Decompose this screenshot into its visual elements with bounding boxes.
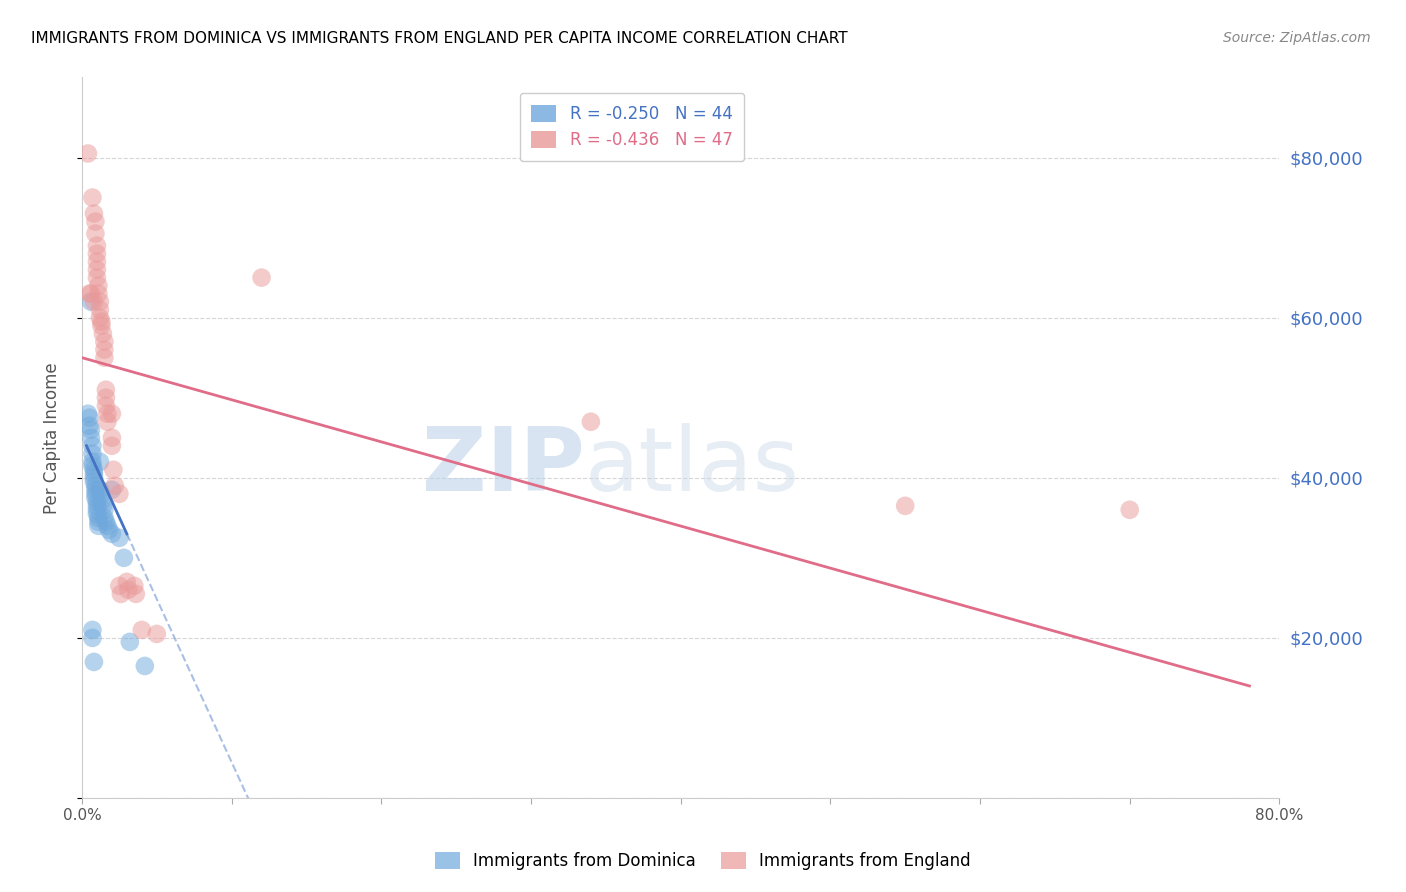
Point: [86, 495, 108, 509]
Point: [101, 407, 124, 421]
Point: [115, 574, 138, 589]
Point: [93, 503, 115, 517]
Point: [146, 627, 169, 641]
Point: [82, 447, 104, 461]
Point: [110, 587, 132, 601]
Point: [108, 487, 131, 501]
Point: [101, 526, 124, 541]
Point: [97, 523, 120, 537]
Point: [93, 334, 115, 349]
Point: [89, 294, 111, 309]
Point: [86, 246, 108, 260]
Point: [101, 431, 124, 445]
Point: [93, 351, 115, 365]
Point: [89, 455, 111, 469]
Point: [84, 214, 107, 228]
Point: [87, 286, 110, 301]
Point: [83, 655, 105, 669]
Point: [82, 458, 104, 473]
Point: [90, 487, 112, 501]
Point: [93, 511, 115, 525]
Legend: R = -0.250   N = 44, R = -0.436   N = 47: R = -0.250 N = 44, R = -0.436 N = 47: [520, 93, 744, 161]
Point: [90, 318, 112, 333]
Point: [108, 579, 131, 593]
Point: [96, 415, 118, 429]
Point: [94, 383, 117, 397]
Point: [125, 587, 148, 601]
Point: [83, 471, 105, 485]
Point: [86, 503, 108, 517]
Text: ZIP: ZIP: [422, 423, 585, 510]
Point: [86, 270, 108, 285]
Point: [83, 475, 105, 489]
Point: [83, 294, 105, 309]
Point: [96, 407, 118, 421]
Point: [84, 483, 107, 497]
Point: [82, 190, 104, 204]
Point: [86, 507, 108, 521]
Point: [82, 623, 104, 637]
Point: [86, 262, 108, 277]
Point: [83, 463, 105, 477]
Point: [86, 499, 108, 513]
Text: atlas: atlas: [585, 423, 800, 510]
Point: [84, 491, 107, 505]
Point: [91, 326, 114, 341]
Point: [91, 499, 114, 513]
Point: [94, 399, 117, 413]
Point: [103, 463, 125, 477]
Point: [124, 579, 146, 593]
Point: [117, 582, 139, 597]
Point: [134, 659, 156, 673]
Point: [84, 227, 107, 241]
Point: [90, 495, 112, 509]
Y-axis label: Per Capita Income: Per Capita Income: [44, 362, 60, 514]
Point: [101, 483, 124, 497]
Point: [894, 499, 917, 513]
Point: [84, 487, 107, 501]
Point: [77, 407, 100, 421]
Point: [112, 550, 135, 565]
Point: [79, 286, 101, 301]
Point: [94, 515, 117, 529]
Point: [80, 286, 103, 301]
Point: [80, 431, 103, 445]
Text: Source: ZipAtlas.com: Source: ZipAtlas.com: [1223, 31, 1371, 45]
Text: IMMIGRANTS FROM DOMINICA VS IMMIGRANTS FROM ENGLAND PER CAPITA INCOME CORRELATIO: IMMIGRANTS FROM DOMINICA VS IMMIGRANTS F…: [31, 31, 848, 46]
Point: [101, 439, 124, 453]
Point: [79, 410, 101, 425]
Point: [89, 302, 111, 317]
Point: [84, 479, 107, 493]
Point: [82, 439, 104, 453]
Point: [89, 310, 111, 325]
Point: [82, 455, 104, 469]
Point: [77, 146, 100, 161]
Point: [108, 531, 131, 545]
Point: [83, 467, 105, 481]
Point: [579, 415, 602, 429]
Point: [90, 315, 112, 329]
Point: [104, 479, 127, 493]
Point: [93, 343, 115, 357]
Point: [87, 278, 110, 293]
Point: [87, 511, 110, 525]
Point: [96, 518, 118, 533]
Point: [131, 623, 153, 637]
Point: [94, 391, 117, 405]
Point: [250, 270, 273, 285]
Point: [80, 294, 103, 309]
Point: [86, 238, 108, 252]
Point: [86, 254, 108, 268]
Point: [87, 518, 110, 533]
Point: [79, 418, 101, 433]
Point: [1119, 503, 1142, 517]
Legend: Immigrants from Dominica, Immigrants from England: Immigrants from Dominica, Immigrants fro…: [429, 845, 977, 877]
Point: [118, 635, 141, 649]
Point: [83, 206, 105, 220]
Point: [89, 483, 111, 497]
Point: [80, 423, 103, 437]
Point: [82, 631, 104, 645]
Point: [87, 515, 110, 529]
